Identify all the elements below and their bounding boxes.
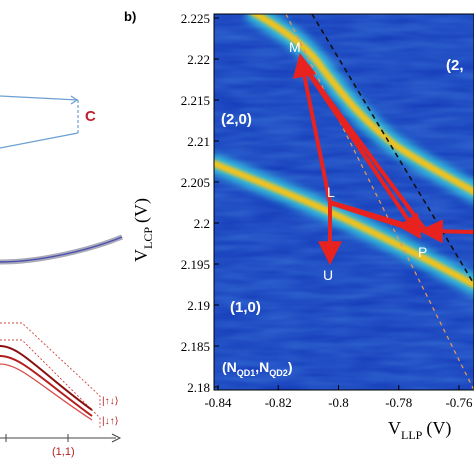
region-label-1-0: (1,0) [230,299,261,316]
energy-curve-blue-core [0,236,123,263]
x-tick-label: -0.78 [385,395,412,410]
x-tick-label: -0.82 [265,395,292,410]
x-tick-label: -0.76 [445,395,473,410]
red-level-3 [0,363,93,421]
panel-a-partial: C |↑↓⟩ |↓↑⟩ (1,1) [0,95,123,458]
y-tick-label: 2.18 [187,380,210,395]
point-label-l: L [327,184,335,200]
y-tick-label: 2.185 [181,339,210,354]
chevron-right-icon [70,95,79,105]
plot-frame [213,13,474,391]
black-dashed-line [311,14,474,285]
y-axis-label: VLCP(V) [131,198,155,262]
y-tick-label: 2.19 [187,298,210,313]
y-axis-ticks: 2.225 2.22 2.215 2.21 2.205 2.2 2.195 2.19 2.185… [181,11,219,395]
y-tick-label: 2.195 [181,257,210,272]
x-tick-label: -0.8 [328,395,349,410]
x-axis-ticks: -0.84 -0.82 -0.8 -0.78 -0.76 [204,385,473,410]
y-tick-label: 2.205 [181,175,210,190]
axis-arrow-icon [111,433,122,443]
region-label-nqd: (NQD1,NQD2) [222,359,292,378]
region-label-2-0: (2,0) [221,111,252,128]
point-p-marker [414,227,422,235]
region-label-2-x: (2, [446,57,464,74]
path-incoming-to-p [418,219,474,244]
energy-curve-blue [0,234,123,265]
orange-dashed-line [285,14,474,390]
point-label-m: M [289,39,301,55]
y-tick-label: 2.215 [181,93,210,108]
y-tick-label: 2.2 [194,216,210,231]
y-tick-label: 2.225 [181,11,210,26]
spin-label-up-down: |↑↓⟩ [102,396,119,407]
spin-label-down-up: |↓↑⟩ [102,416,119,427]
point-m-marker [298,59,304,65]
path-l-to-m [292,53,332,204]
point-label-u: U [323,267,333,283]
red-level-2 [0,355,93,417]
y-tick-label: 2.21 [187,134,210,149]
path-p-to-l [329,201,415,232]
y-tick-label: 2.22 [187,52,210,67]
axis-label-1-1: (1,1) [52,446,75,458]
x-axis-label: VLLP (V) [388,418,451,442]
red-level-1 [0,345,93,411]
blue-lower-line [0,132,79,149]
upper-transition-line [249,14,474,196]
heatmap-image: M L U P (2,0) (1,0) (2, (NQD1,NQD2) [214,14,474,390]
blue-upper-line [0,95,79,101]
dotted-band-2 [0,339,101,428]
label-c: C [85,108,96,125]
point-label-p: P [418,244,427,260]
path-m-to-p [299,60,422,240]
dotted-band-1 [0,322,101,408]
x-tick-label: -0.84 [204,395,232,410]
panel-label-b: b) [124,9,136,24]
